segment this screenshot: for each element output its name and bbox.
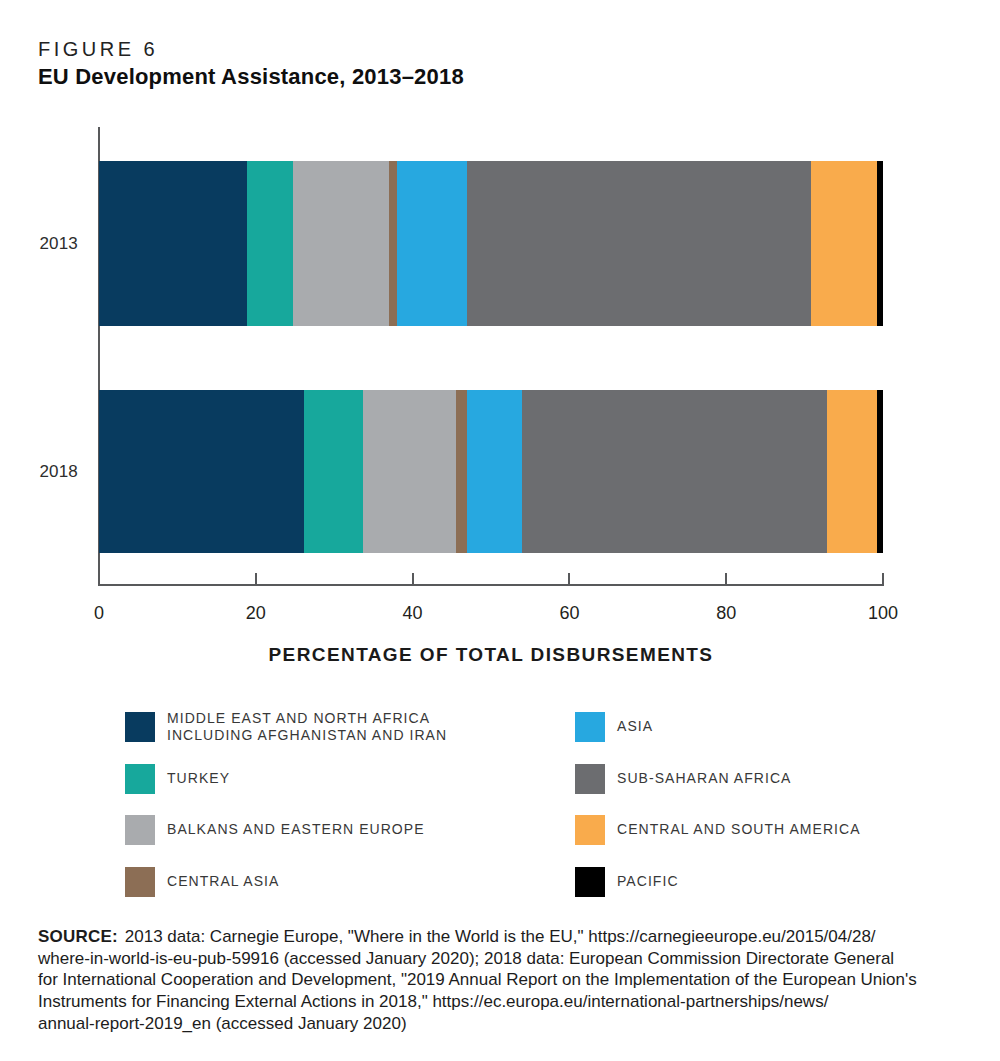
source-line-2: where-in-world-is-eu-pub-59916 (accessed… bbox=[38, 948, 988, 970]
legend-swatch-central-asia bbox=[125, 867, 155, 897]
legend-item-central-and-south-america: CENTRAL AND SOUTH AMERICA bbox=[575, 815, 861, 845]
legend-label-middle-east-and-north-africa-including-afghanistan-and-iran: MIDDLE EAST AND NORTH AFRICAINCLUDING AF… bbox=[167, 710, 447, 745]
bar-2018-segment-balkans-and-eastern-europe bbox=[363, 390, 456, 553]
source-note: SOURCE:2013 data: Carnegie Europe, "Wher… bbox=[38, 926, 988, 1035]
bar-2013-segment-middle-east-and-north-africa-including-afghanistan-and-iran bbox=[99, 161, 247, 326]
x-tick-label-100: 100 bbox=[853, 603, 913, 624]
legend-item-pacific: PACIFIC bbox=[575, 867, 679, 897]
bar-2013-segment-sub-saharan-africa bbox=[467, 161, 811, 326]
legend-item-sub-saharan-africa: SUB-SAHARAN AFRICA bbox=[575, 764, 792, 794]
figure-label: FIGURE 6 bbox=[38, 38, 158, 61]
bar-2018 bbox=[99, 390, 883, 553]
x-tick-label-20: 20 bbox=[226, 603, 286, 624]
legend-swatch-balkans-and-eastern-europe bbox=[125, 815, 155, 845]
legend-label-central-and-south-america: CENTRAL AND SOUTH AMERICA bbox=[617, 821, 861, 838]
source-label: SOURCE: bbox=[38, 927, 118, 946]
bar-2013-segment-central-asia bbox=[389, 161, 397, 326]
x-tick-label-80: 80 bbox=[696, 603, 756, 624]
bar-2018-segment-turkey bbox=[304, 390, 363, 553]
bar-label-2018: 2018 bbox=[30, 462, 78, 482]
bar-2018-segment-asia bbox=[467, 390, 522, 553]
legend-item-middle-east-and-north-africa-including-afghanistan-and-iran: MIDDLE EAST AND NORTH AFRICAINCLUDING AF… bbox=[125, 712, 447, 742]
legend-swatch-turkey bbox=[125, 764, 155, 794]
legend-label-turkey: TURKEY bbox=[167, 770, 230, 787]
bar-2018-segment-central-asia bbox=[456, 390, 466, 553]
bar-2013 bbox=[99, 161, 883, 326]
legend-label-balkans-and-eastern-europe: BALKANS AND EASTERN EUROPE bbox=[167, 821, 425, 838]
legend-item-central-asia: CENTRAL ASIA bbox=[125, 867, 279, 897]
legend-item-turkey: TURKEY bbox=[125, 764, 230, 794]
bar-label-2013: 2013 bbox=[30, 234, 78, 254]
source-line-3: for International Cooperation and Develo… bbox=[38, 969, 988, 991]
x-axis-title: PERCENTAGE OF TOTAL DISBURSEMENTS bbox=[99, 644, 883, 666]
figure-page: FIGURE 6 EU Development Assistance, 2013… bbox=[0, 0, 1000, 1061]
bar-2013-segment-balkans-and-eastern-europe bbox=[293, 161, 389, 326]
bar-2018-segment-central-and-south-america bbox=[827, 390, 877, 553]
source-line-1: SOURCE:2013 data: Carnegie Europe, "Wher… bbox=[38, 926, 988, 948]
legend-label-asia: ASIA bbox=[617, 718, 653, 735]
source-line-4: Instruments for Financing External Actio… bbox=[38, 991, 988, 1013]
x-tick-label-60: 60 bbox=[539, 603, 599, 624]
x-tick-100 bbox=[882, 573, 884, 585]
bar-2018-segment-middle-east-and-north-africa-including-afghanistan-and-iran bbox=[99, 390, 304, 553]
x-tick-label-0: 0 bbox=[69, 603, 129, 624]
figure-title: EU Development Assistance, 2013–2018 bbox=[38, 64, 464, 90]
legend-swatch-asia bbox=[575, 712, 605, 742]
x-tick-40 bbox=[412, 573, 414, 585]
bar-2018-segment-sub-saharan-africa bbox=[522, 390, 827, 553]
legend-swatch-sub-saharan-africa bbox=[575, 764, 605, 794]
legend-item-balkans-and-eastern-europe: BALKANS AND EASTERN EUROPE bbox=[125, 815, 425, 845]
x-axis-line bbox=[98, 584, 884, 586]
bar-2013-segment-asia bbox=[397, 161, 467, 326]
legend-swatch-pacific bbox=[575, 867, 605, 897]
x-tick-label-40: 40 bbox=[383, 603, 443, 624]
legend-item-asia: ASIA bbox=[575, 712, 653, 742]
legend-label-pacific: PACIFIC bbox=[617, 873, 679, 890]
source-line-5: annual-report-2019_en (accessed January … bbox=[38, 1013, 988, 1035]
x-tick-20 bbox=[255, 573, 257, 585]
legend-label-central-asia: CENTRAL ASIA bbox=[167, 873, 279, 890]
bar-2013-segment-pacific bbox=[877, 161, 883, 326]
legend-swatch-central-and-south-america bbox=[575, 815, 605, 845]
legend-label-sub-saharan-africa: SUB-SAHARAN AFRICA bbox=[617, 770, 792, 787]
x-tick-60 bbox=[568, 573, 570, 585]
bar-2013-segment-turkey bbox=[247, 161, 293, 326]
bar-2018-segment-pacific bbox=[877, 390, 883, 553]
x-tick-80 bbox=[725, 573, 727, 585]
bar-2013-segment-central-and-south-america bbox=[811, 161, 877, 326]
legend-swatch-middle-east-and-north-africa-including-afghanistan-and-iran bbox=[125, 712, 155, 742]
